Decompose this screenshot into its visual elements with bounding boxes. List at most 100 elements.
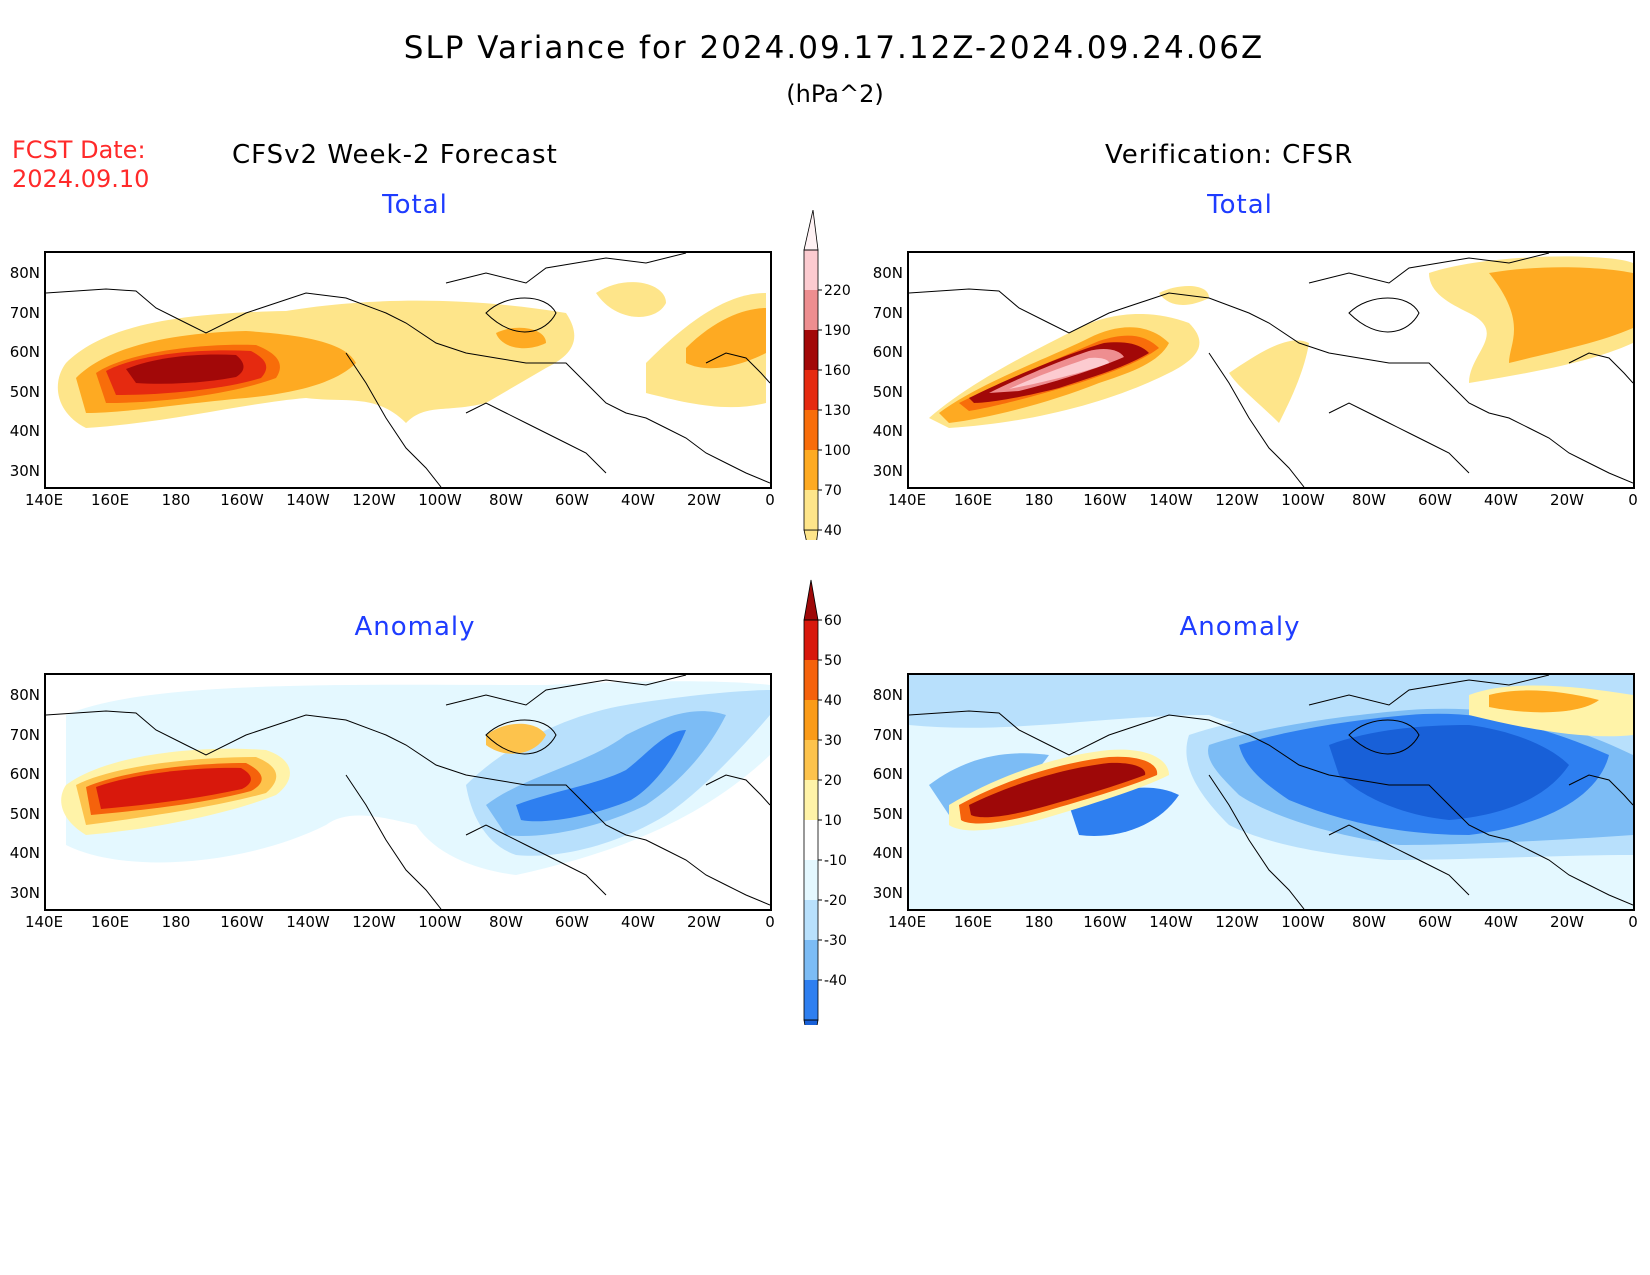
colorbar-total-label: 40 (824, 523, 842, 539)
colorbar-anomaly-label: -40 (824, 973, 847, 989)
lat-tick-label: 80N (9, 264, 40, 282)
colorbar-anomaly-label: 30 (824, 733, 842, 749)
lon-tick-label: 20W (1550, 491, 1584, 509)
colorbar-anomaly-bottom-arrow (803, 1019, 819, 1025)
forecast-column-title: CFSv2 Week-2 Forecast (232, 140, 558, 170)
lon-tick-label: 140W (286, 491, 330, 509)
lon-tick-label: 160W (220, 913, 264, 931)
lon-tick-label: 60W (1418, 491, 1452, 509)
lat-tick-label: 40N (9, 422, 40, 440)
map-forecast-anomaly (44, 673, 772, 911)
colorbar-total-label: 190 (824, 323, 851, 339)
map-verification-anomaly (907, 673, 1635, 911)
lon-tick-label: 0 (1628, 913, 1638, 931)
lon-tick-label: 0 (765, 913, 775, 931)
lat-tick-label: 50N (9, 804, 40, 823)
lat-tick-label: 40N (872, 422, 903, 440)
lon-tick-label: 0 (1628, 491, 1638, 509)
colorbar-anomaly-label: 60 (824, 613, 842, 629)
lat-tick-label: 30N (9, 461, 40, 480)
lat-tick-label: 60N (9, 343, 40, 361)
colorbar-total-top-arrow (803, 210, 819, 251)
map-verification-total (907, 251, 1635, 489)
lon-tick-label: 40W (621, 491, 655, 509)
colorbar-anomaly-swatch (804, 740, 818, 780)
colorbar-anomaly-top-arrow (803, 579, 819, 621)
lat-tick-label: 50N (9, 382, 40, 401)
lon-tick-label: 40W (1484, 491, 1518, 509)
shading-forecast-anomaly (61, 681, 770, 875)
lon-tick-label: 60W (555, 491, 589, 509)
lat-tick-label: 30N (872, 883, 903, 902)
colorbar-anomaly-label: 20 (824, 773, 842, 789)
lat-tick-label: 70N (9, 725, 40, 744)
colorbar-total-label: 70 (824, 483, 842, 499)
colorbar-anomaly-swatch (804, 980, 818, 1020)
colorbar-anomaly-swatch (804, 860, 818, 900)
lon-tick-label: 160W (220, 491, 264, 509)
lon-tick-label: 140E (24, 491, 64, 509)
lon-tick-label: 180 (161, 491, 191, 509)
lon-tick-label: 80W (1352, 491, 1386, 509)
lon-tick-label: 180 (1024, 491, 1054, 509)
lon-tick-label: 120W (1215, 913, 1259, 931)
verification-total-title: Total (1207, 190, 1273, 220)
coastlines-forecast-total (46, 253, 770, 487)
lon-tick-label: 140W (286, 913, 330, 931)
lon-tick-label: 180 (161, 913, 191, 931)
lat-tick-label: 30N (872, 461, 903, 480)
colorbar-total-bottom-arrow (803, 529, 819, 540)
colorbar-total-label: 100 (824, 443, 851, 459)
lat-tick-label: 30N (9, 883, 40, 902)
lat-tick-label: 50N (872, 382, 903, 401)
lat-tick-label: 80N (9, 686, 40, 704)
lon-tick-label: 140E (24, 913, 64, 931)
lon-tick-label: 20W (687, 913, 721, 931)
lon-tick-label: 40W (1484, 913, 1518, 931)
colorbar-total-swatch (804, 450, 818, 490)
lon-tick-label: 100W (1281, 491, 1325, 509)
colorbar-anomaly-label: -10 (824, 853, 847, 869)
colorbar-anomaly-label: 50 (824, 653, 842, 669)
colorbar-total-label: 220 (824, 283, 851, 299)
colorbar-total-label: 160 (824, 363, 851, 379)
colorbar-total-swatch (804, 410, 818, 450)
colorbar-anomaly-swatch (804, 940, 818, 980)
forecast-total-title: Total (382, 190, 448, 220)
lon-tick-label: 180 (1024, 913, 1054, 931)
shading-verification-total (929, 256, 1633, 428)
lon-tick-label: 160E (953, 491, 993, 509)
fcst-date-label: FCST Date: (12, 136, 146, 164)
lon-tick-label: 160E (90, 491, 130, 509)
lat-tick-label: 80N (872, 264, 903, 282)
verification-column-title: Verification: CFSR (1105, 140, 1354, 170)
lon-tick-label: 140E (887, 491, 927, 509)
fcst-date-value: 2024.09.10 (12, 165, 150, 193)
colorbar-anomaly-swatch (804, 700, 818, 740)
lon-tick-label: 0 (765, 491, 775, 509)
lon-tick-label: 80W (1352, 913, 1386, 931)
verification-anomaly-title: Anomaly (1179, 612, 1301, 642)
lon-tick-label: 140W (1149, 491, 1193, 509)
lon-tick-label: 100W (1281, 913, 1325, 931)
shading-forecast-total (57, 282, 766, 428)
lon-tick-label: 160E (953, 913, 993, 931)
colorbar-total-swatch (804, 490, 818, 530)
lat-tick-label: 60N (9, 765, 40, 783)
colorbar-anomaly-label: -20 (824, 893, 847, 909)
colorbar-anomaly-label: -30 (824, 933, 847, 949)
colorbar-anomaly-swatch (804, 900, 818, 940)
lon-tick-label: 40W (621, 913, 655, 931)
coastlines-verification-total (909, 253, 1633, 487)
lon-tick-label: 140W (1149, 913, 1193, 931)
colorbar-total-swatch (804, 250, 818, 290)
colorbar-total-swatch (804, 370, 818, 410)
colorbar-total-swatch (804, 330, 818, 370)
colorbar-total: 40 70 100 130 160 190 220 (803, 210, 851, 540)
colorbar-anomaly: -40 -30 -20 -10 10 20 30 40 50 60 (803, 579, 847, 1025)
lon-tick-label: 100W (418, 491, 462, 509)
lon-tick-label: 120W (352, 491, 396, 509)
colorbar-anomaly-swatch (804, 660, 818, 700)
lon-tick-label: 20W (687, 491, 721, 509)
lon-tick-label: 160E (90, 913, 130, 931)
